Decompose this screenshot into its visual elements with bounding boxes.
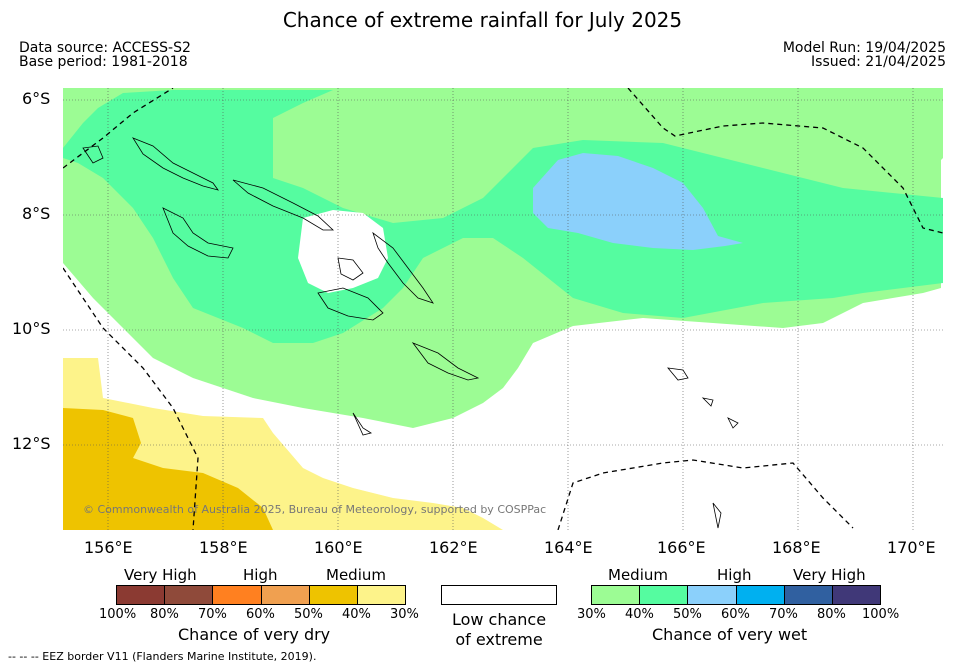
lat-label-12s: 12°S (12, 434, 51, 453)
dry-tick-80: 80% (150, 607, 179, 622)
wet-swatch-5 (784, 586, 833, 604)
copyright-notice: © Commonwealth of Australia 2025, Bureau… (83, 503, 547, 516)
lon-label-162e: 162°E (429, 538, 478, 557)
dry-colorbar (116, 585, 406, 605)
lon-label-170e: 170°E (887, 538, 936, 557)
dry-cat-medium: Medium (326, 566, 386, 584)
lat-label-10s: 10°S (12, 319, 51, 338)
lat-label-8s: 8°S (22, 204, 51, 223)
wet-tick-40: 40% (625, 607, 654, 622)
dry-cat-very-high: Very High (124, 566, 197, 584)
base-period: Base period: 1981-2018 (19, 54, 188, 70)
dry-swatch-1 (117, 586, 166, 604)
lon-label-156e: 156°E (84, 538, 133, 557)
wet-swatch-3 (688, 586, 737, 604)
dry-swatch-5 (309, 586, 358, 604)
wet-swatch-4 (736, 586, 785, 604)
dry-tick-50: 50% (294, 607, 323, 622)
wet-tick-70: 70% (769, 607, 798, 622)
dry-cat-high: High (243, 566, 278, 584)
wet-tick-100: 100% (862, 607, 900, 622)
wet-legend-title: Chance of very wet (652, 625, 808, 644)
eez-footnote: -- -- -- EEZ border V11 (Flanders Marine… (8, 650, 317, 663)
lon-label-166e: 166°E (657, 538, 706, 557)
lat-label-6s: 6°S (22, 89, 51, 108)
wet-tick-50: 50% (673, 607, 702, 622)
wet-swatch-1 (592, 586, 641, 604)
dry-swatch-2 (165, 586, 214, 604)
dry-swatch-3 (213, 586, 262, 604)
low-chance-line1: Low chance (451, 610, 547, 629)
low-chance-swatch (441, 585, 557, 605)
map-title: Chance of extreme rainfall for July 2025 (282, 8, 683, 32)
wet-cat-very-high: Very High (793, 566, 866, 584)
dry-swatch-4 (261, 586, 310, 604)
wet-high-region (533, 153, 743, 250)
low-chance-pocket (298, 210, 388, 293)
dry-tick-40: 40% (342, 607, 371, 622)
wet-tick-60: 60% (721, 607, 750, 622)
islands (82, 137, 739, 529)
dry-tick-60: 60% (246, 607, 275, 622)
eez-borders (63, 88, 943, 530)
wet-swatch-6 (832, 586, 881, 604)
wet-swatch-2 (640, 586, 689, 604)
lon-label-160e: 160°E (314, 538, 363, 557)
dry-tick-70: 70% (198, 607, 227, 622)
lon-label-164e: 164°E (544, 538, 593, 557)
dry-tick-30: 30% (390, 607, 419, 622)
map-canvas (63, 88, 943, 530)
data-source: Data source: ACCESS-S2 (19, 40, 191, 56)
dry-tick-100: 100% (99, 607, 137, 622)
dry-high-region (63, 408, 273, 530)
low-chance-line2: of extreme (455, 630, 543, 649)
issued-date: Issued: 21/04/2025 (811, 54, 946, 70)
dry-swatch-6 (357, 586, 406, 604)
lon-label-158e: 158°E (199, 538, 248, 557)
model-run: Model Run: 19/04/2025 (782, 40, 946, 56)
wet-cat-high: High (717, 566, 752, 584)
wet-tick-30: 30% (577, 607, 606, 622)
rainfall-map (63, 88, 943, 530)
wet-tick-80: 80% (817, 607, 846, 622)
wet-mediumhigh-region (63, 90, 943, 343)
wet-cat-medium: Medium (608, 566, 668, 584)
lon-label-168e: 168°E (772, 538, 821, 557)
dry-legend-title: Chance of very dry (178, 625, 331, 644)
wet-colorbar (591, 585, 881, 605)
